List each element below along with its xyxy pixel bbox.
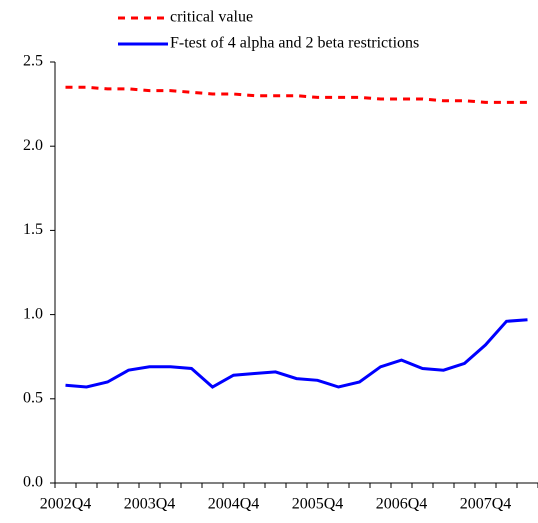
x-tick-label: 2003Q4 <box>124 496 176 513</box>
y-tick-label: 1.0 <box>23 305 43 322</box>
x-tick-label: 2006Q4 <box>376 496 428 513</box>
series-line <box>65 85 528 104</box>
series-line <box>65 318 528 389</box>
legend-label: F-test of 4 alpha and 2 beta restriction… <box>170 35 419 52</box>
y-tick-label: 2.0 <box>23 137 43 154</box>
x-tick-label: 2007Q4 <box>460 496 512 513</box>
x-tick-label: 2004Q4 <box>208 496 260 513</box>
y-tick-label: 0.0 <box>23 474 43 491</box>
y-tick-label: 2.5 <box>23 53 43 70</box>
y-tick-label: 0.5 <box>23 389 43 406</box>
legend-label: critical value <box>170 9 253 26</box>
x-tick-label: 2002Q4 <box>40 496 92 513</box>
y-tick-label: 1.5 <box>23 221 43 238</box>
x-tick-label: 2005Q4 <box>292 496 344 513</box>
